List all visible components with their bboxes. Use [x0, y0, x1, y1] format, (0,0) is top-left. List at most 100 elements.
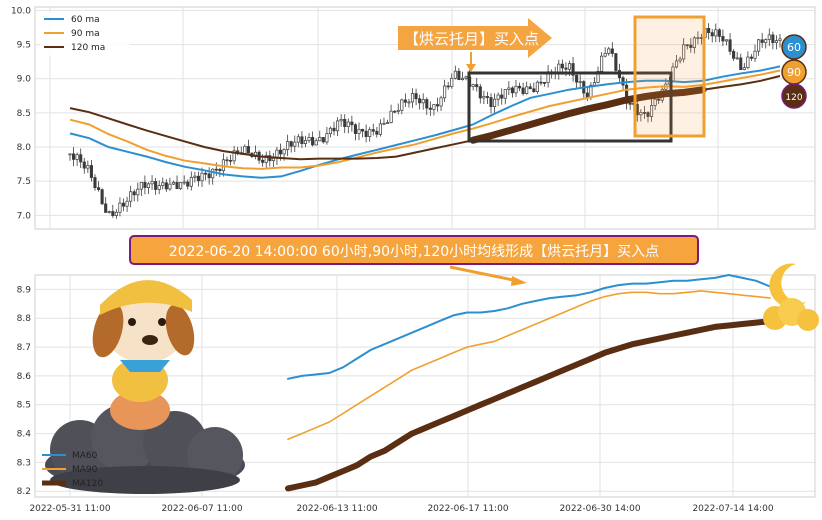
candle-body-67 [307, 137, 311, 141]
candle-body-119 [493, 98, 497, 108]
candle-body-39 [207, 173, 211, 179]
candle-body-98 [418, 98, 422, 104]
highlight-box-gray [467, 71, 673, 143]
bottom-y-tick-6: 8.8 [17, 314, 32, 324]
candle-body-185 [728, 39, 732, 52]
top-y-tick-0: 7.0 [17, 211, 32, 221]
candle-body-0 [68, 153, 72, 156]
candle-body-54 [261, 159, 265, 163]
candle-body-20 [139, 181, 143, 190]
candle-body-21 [143, 181, 147, 188]
candle-body-93 [400, 99, 404, 111]
candle-body-92 [396, 109, 400, 112]
top-y-tick-3: 8.5 [17, 109, 31, 119]
candle-body-121 [500, 94, 504, 99]
candle-body-27 [164, 182, 168, 190]
candle-body-31 [179, 182, 183, 189]
bottom-x-tick-labels: 2022-05-31 11:00 2022-06-07 11:00 2022-06-… [29, 504, 773, 514]
top-y-tick-labels: 7.0 7.5 8.0 8.5 9.0 9.5 10.0 [11, 6, 31, 221]
candle-body-132 [539, 81, 543, 84]
candle-body-78 [346, 121, 350, 128]
bottom-x-tick-0: 2022-05-31 11:00 [29, 504, 110, 514]
badge-120 [781, 83, 807, 109]
candle-body-8 [96, 187, 101, 190]
candle-body-131 [535, 81, 539, 93]
candle-body-153 [614, 53, 618, 71]
candle-body-80 [353, 124, 357, 134]
candle-body-141 [571, 63, 575, 76]
candle-body-160 [639, 112, 643, 116]
candle-body-198 [774, 40, 778, 43]
bottom-x-tick-3: 2022-06-17 11:00 [427, 504, 508, 514]
candle-body-195 [764, 39, 768, 43]
legend-label-60ma: 60 ma [71, 15, 100, 25]
candle-body-6 [89, 165, 93, 178]
bottom-y-tick-7: 8.9 [17, 285, 32, 295]
candle-body-44 [225, 159, 229, 162]
candle-body-17 [129, 191, 133, 202]
candle-body-187 [735, 57, 739, 60]
candle-body-3 [79, 154, 83, 163]
candle-body-76 [339, 119, 343, 122]
top-y-tick-6: 10.0 [11, 6, 31, 16]
candle-body-26 [161, 182, 165, 186]
bottom-line-MA120 [285, 318, 773, 492]
legend-label-MA90: MA90 [72, 465, 98, 475]
candle-body-172 [682, 44, 686, 60]
candle-body-66 [303, 140, 308, 145]
bottom-y-tick-0: 8.2 [17, 487, 31, 497]
candle-body-86 [375, 130, 379, 135]
candle-body-180 [710, 32, 714, 37]
candle-body-107 [450, 77, 454, 87]
cartoon-dog-icon [92, 280, 195, 430]
badge-120-text: 120 [785, 93, 802, 103]
bottom-x-tick-4: 2022-06-30 14:00 [559, 504, 640, 514]
candle-body-22 [146, 183, 151, 188]
ma-badges: 60 90 120 [781, 34, 807, 109]
candle-body-163 [650, 105, 654, 117]
candle-body-151 [607, 48, 611, 54]
headline-banner: 2022-06-20 14:00:00 60小时,90小时,120小时均线形成【… [129, 235, 699, 265]
candle-body-25 [157, 185, 161, 190]
top-line-90-ma [69, 69, 781, 170]
top-line-60-ma [69, 65, 781, 179]
candle-body-24 [154, 181, 158, 190]
candle-body-114 [475, 84, 479, 88]
candle-body-84 [368, 129, 372, 137]
candle-body-199 [778, 38, 782, 42]
badge-60 [781, 34, 807, 60]
candle-body-9 [100, 189, 104, 205]
candle-body-64 [296, 136, 300, 143]
bottom-x-tick-5: 2022-07-14 14:00 [692, 504, 773, 514]
candle-body-55 [264, 155, 268, 163]
candle-body-106 [446, 85, 450, 88]
candle-body-125 [514, 85, 518, 94]
bottom-x-tick-1: 2022-06-07 11:00 [161, 504, 242, 514]
candle-body-62 [289, 141, 293, 147]
candle-body-139 [564, 67, 568, 70]
candle-body-113 [471, 84, 475, 87]
candle-body-83 [364, 130, 368, 137]
candle-body-23 [150, 181, 154, 185]
top-y-tick-5: 9.5 [17, 41, 31, 51]
candle-body-99 [421, 99, 425, 104]
bottom-legend: MA60 MA90 MA120 [42, 451, 103, 489]
candle-body-37 [200, 172, 204, 182]
candle-body-190 [746, 56, 750, 68]
candle-body-32 [182, 181, 186, 184]
legend-label-120ma: 120 ma [71, 43, 105, 53]
candle-body-143 [578, 81, 582, 83]
candle-body-140 [567, 63, 572, 70]
candle-body-15 [121, 202, 126, 207]
candle-body-124 [510, 87, 514, 94]
bottom-y-tick-1: 8.3 [17, 458, 31, 468]
candle-body-103 [435, 104, 440, 107]
candle-body-130 [532, 88, 536, 93]
candle-body-40 [211, 168, 215, 179]
candle-body-5 [86, 165, 90, 169]
candle-body-59 [278, 149, 283, 155]
candle-body-149 [600, 55, 604, 72]
candle-body-71 [321, 137, 325, 143]
candle-body-72 [325, 133, 329, 143]
